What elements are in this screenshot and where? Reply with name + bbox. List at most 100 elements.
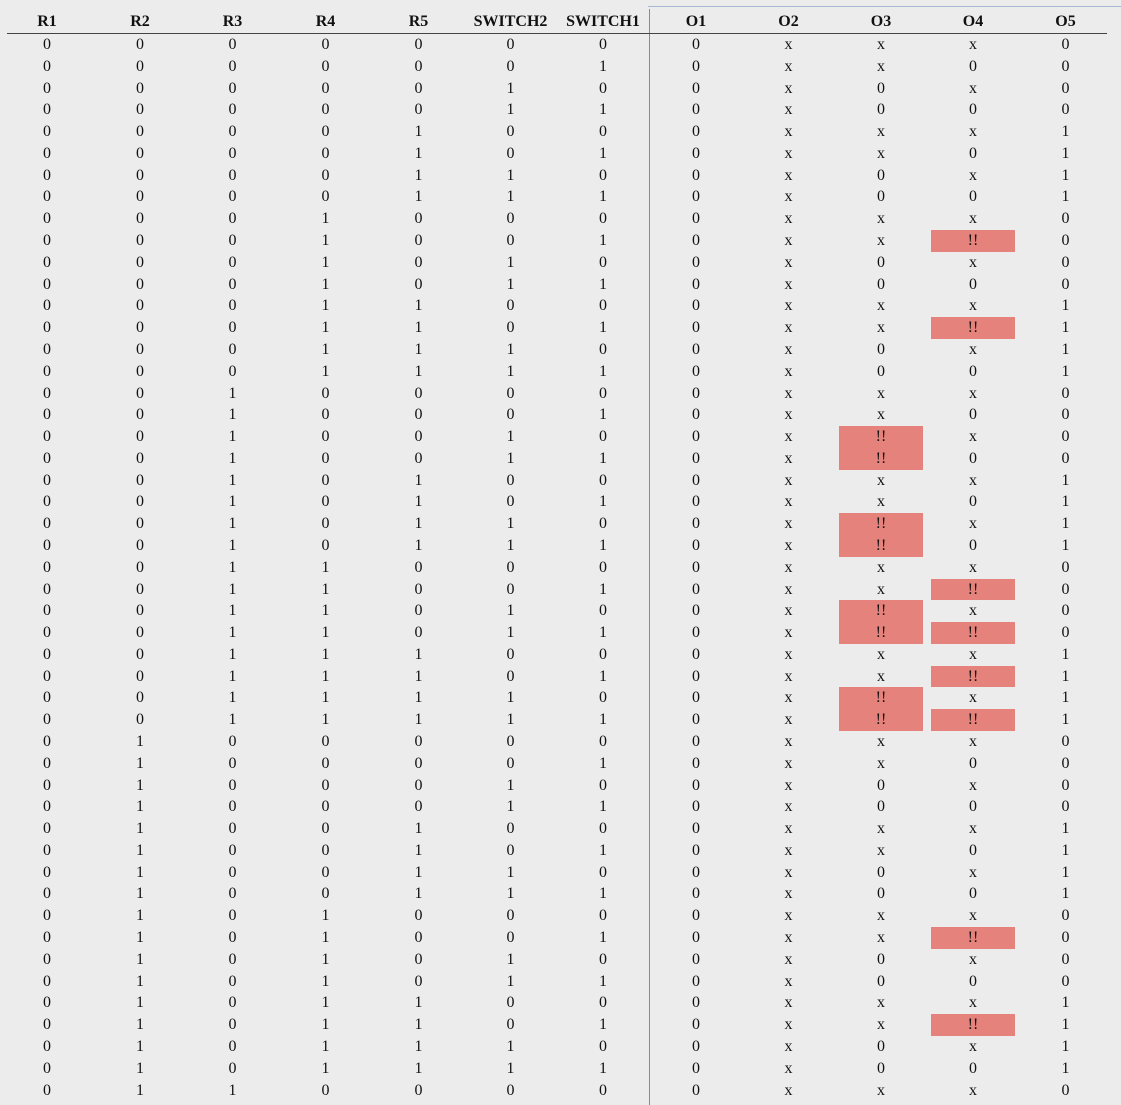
cell-o5: 1 xyxy=(1019,687,1112,709)
cell-value: 0 xyxy=(228,101,237,119)
cell-r4: 0 xyxy=(279,56,372,78)
cell-value: 1 xyxy=(414,471,423,489)
cell-value: x xyxy=(784,493,793,511)
cell-value: x xyxy=(784,689,793,707)
cell-value: 0 xyxy=(1061,950,1070,968)
cell-value: 0 xyxy=(969,885,977,903)
cell-o5: 1 xyxy=(1019,361,1112,383)
cell-value: 0 xyxy=(228,885,237,903)
cell-r4: 1 xyxy=(279,295,372,317)
cell-value: 0 xyxy=(599,340,607,358)
cell-value: 0 xyxy=(321,144,330,162)
cell-o4: x xyxy=(927,992,1019,1014)
cell-o1: 0 xyxy=(650,731,742,753)
cell-r5: 1 xyxy=(372,1036,465,1058)
cell-o3: x xyxy=(835,56,927,78)
cell-o5: 0 xyxy=(1019,208,1112,230)
cell-switch1: 1 xyxy=(556,883,650,905)
cell-value: !! xyxy=(875,711,887,729)
cell-r5: 1 xyxy=(372,709,465,731)
cell-o2: x xyxy=(742,404,835,426)
cell-value: x xyxy=(877,733,885,750)
table-row: 0 0 0 0 1 1 0 0 x 0 x 1 xyxy=(0,165,1112,187)
cell-switch1: 0 xyxy=(556,731,650,753)
cell-value: 0 xyxy=(692,340,700,358)
cell-value: 0 xyxy=(414,428,423,446)
cell-value: 0 xyxy=(414,733,423,750)
cell-switch2: 1 xyxy=(465,1058,556,1080)
table-row: 0 0 0 1 1 0 0 0 x x x 1 xyxy=(0,295,1112,317)
cell-value: 1 xyxy=(414,144,423,162)
cell-r3: 0 xyxy=(186,121,279,143)
cell-r5: 0 xyxy=(372,905,465,927)
cell-value: 0 xyxy=(599,471,607,489)
cell-r1: 0 xyxy=(0,491,94,513)
cell-r4: 1 xyxy=(279,622,372,644)
cell-value: 0 xyxy=(43,994,51,1012)
cell-switch1: 0 xyxy=(556,600,650,622)
cell-value: 0 xyxy=(599,297,607,315)
cell-value: x xyxy=(784,711,793,729)
cell-value: x xyxy=(877,36,885,53)
cell-o5: 1 xyxy=(1019,513,1112,535)
cell-r2: 0 xyxy=(94,470,186,492)
table-row: 0 1 0 1 1 0 1 0 x x!! 1 xyxy=(0,1014,1112,1036)
cell-o5: 1 xyxy=(1019,121,1112,143)
cell-r3: 0 xyxy=(186,361,279,383)
cell-value: 0 xyxy=(692,1016,700,1034)
highlighted-cell-o3: !! xyxy=(835,621,927,644)
cell-r1: 0 xyxy=(0,949,94,971)
cell-value: 0 xyxy=(43,950,51,968)
cell-value: 0 xyxy=(692,820,700,838)
cell-value: 0 xyxy=(43,929,51,947)
cell-o5: 1 xyxy=(1019,1036,1112,1058)
cell-value: 0 xyxy=(228,340,237,358)
cell-value: 1 xyxy=(321,340,330,358)
table-row: 0 0 0 1 0 1 1 0 x 0 0 0 xyxy=(0,274,1112,296)
cell-switch2: 1 xyxy=(465,448,556,470)
cell-r1: 0 xyxy=(0,971,94,993)
cell-value: 0 xyxy=(43,406,51,424)
cell-r3: 0 xyxy=(186,143,279,165)
cell-value: x xyxy=(969,123,977,141)
cell-value: 1 xyxy=(506,1059,515,1077)
cell-switch1: 1 xyxy=(556,143,650,165)
cell-value: 0 xyxy=(136,558,144,576)
cell-r4: 0 xyxy=(279,1080,372,1102)
cell-o3: 0 xyxy=(835,186,927,208)
cell-value: 0 xyxy=(136,536,144,554)
table-row: 0 0 0 0 0 1 0 0 x 0 x 0 xyxy=(0,78,1112,100)
cell-value: x xyxy=(784,798,793,816)
cell-value: x xyxy=(784,733,793,750)
cell-value: 0 xyxy=(414,602,423,620)
cell-r1: 0 xyxy=(0,905,94,927)
cell-r4: 0 xyxy=(279,165,372,187)
cell-r5: 0 xyxy=(372,600,465,622)
cell-o5: 1 xyxy=(1019,666,1112,688)
cell-o3: 0 xyxy=(835,949,927,971)
cell-value: x xyxy=(969,79,977,97)
cell-r5: 1 xyxy=(372,687,465,709)
cell-o3: x xyxy=(835,644,927,666)
cell-value: x xyxy=(877,384,885,402)
highlighted-cell-o4: !! xyxy=(927,927,1019,949)
cell-switch1: 0 xyxy=(556,470,650,492)
cell-value: 1 xyxy=(321,362,330,380)
cell-value: 1 xyxy=(228,711,237,729)
cell-value: 0 xyxy=(506,493,515,511)
cell-value: x xyxy=(969,994,977,1012)
cell-value: x xyxy=(877,645,885,663)
cell-value: 0 xyxy=(692,188,700,206)
cell-switch1: 0 xyxy=(556,208,650,230)
cell-r2: 1 xyxy=(94,818,186,840)
cell-value: 1 xyxy=(1061,1037,1070,1055)
cell-o2: x xyxy=(742,252,835,274)
cell-o4: 0 xyxy=(927,99,1019,121)
cell-o2: x xyxy=(742,644,835,666)
cell-o2: x xyxy=(742,775,835,797)
cell-value: 0 xyxy=(136,188,144,206)
cell-o1: 0 xyxy=(650,78,742,100)
table-row: 0 0 0 0 1 0 0 0 x x x 1 xyxy=(0,121,1112,143)
cell-value: 1 xyxy=(599,929,607,947)
cell-r2: 0 xyxy=(94,143,186,165)
